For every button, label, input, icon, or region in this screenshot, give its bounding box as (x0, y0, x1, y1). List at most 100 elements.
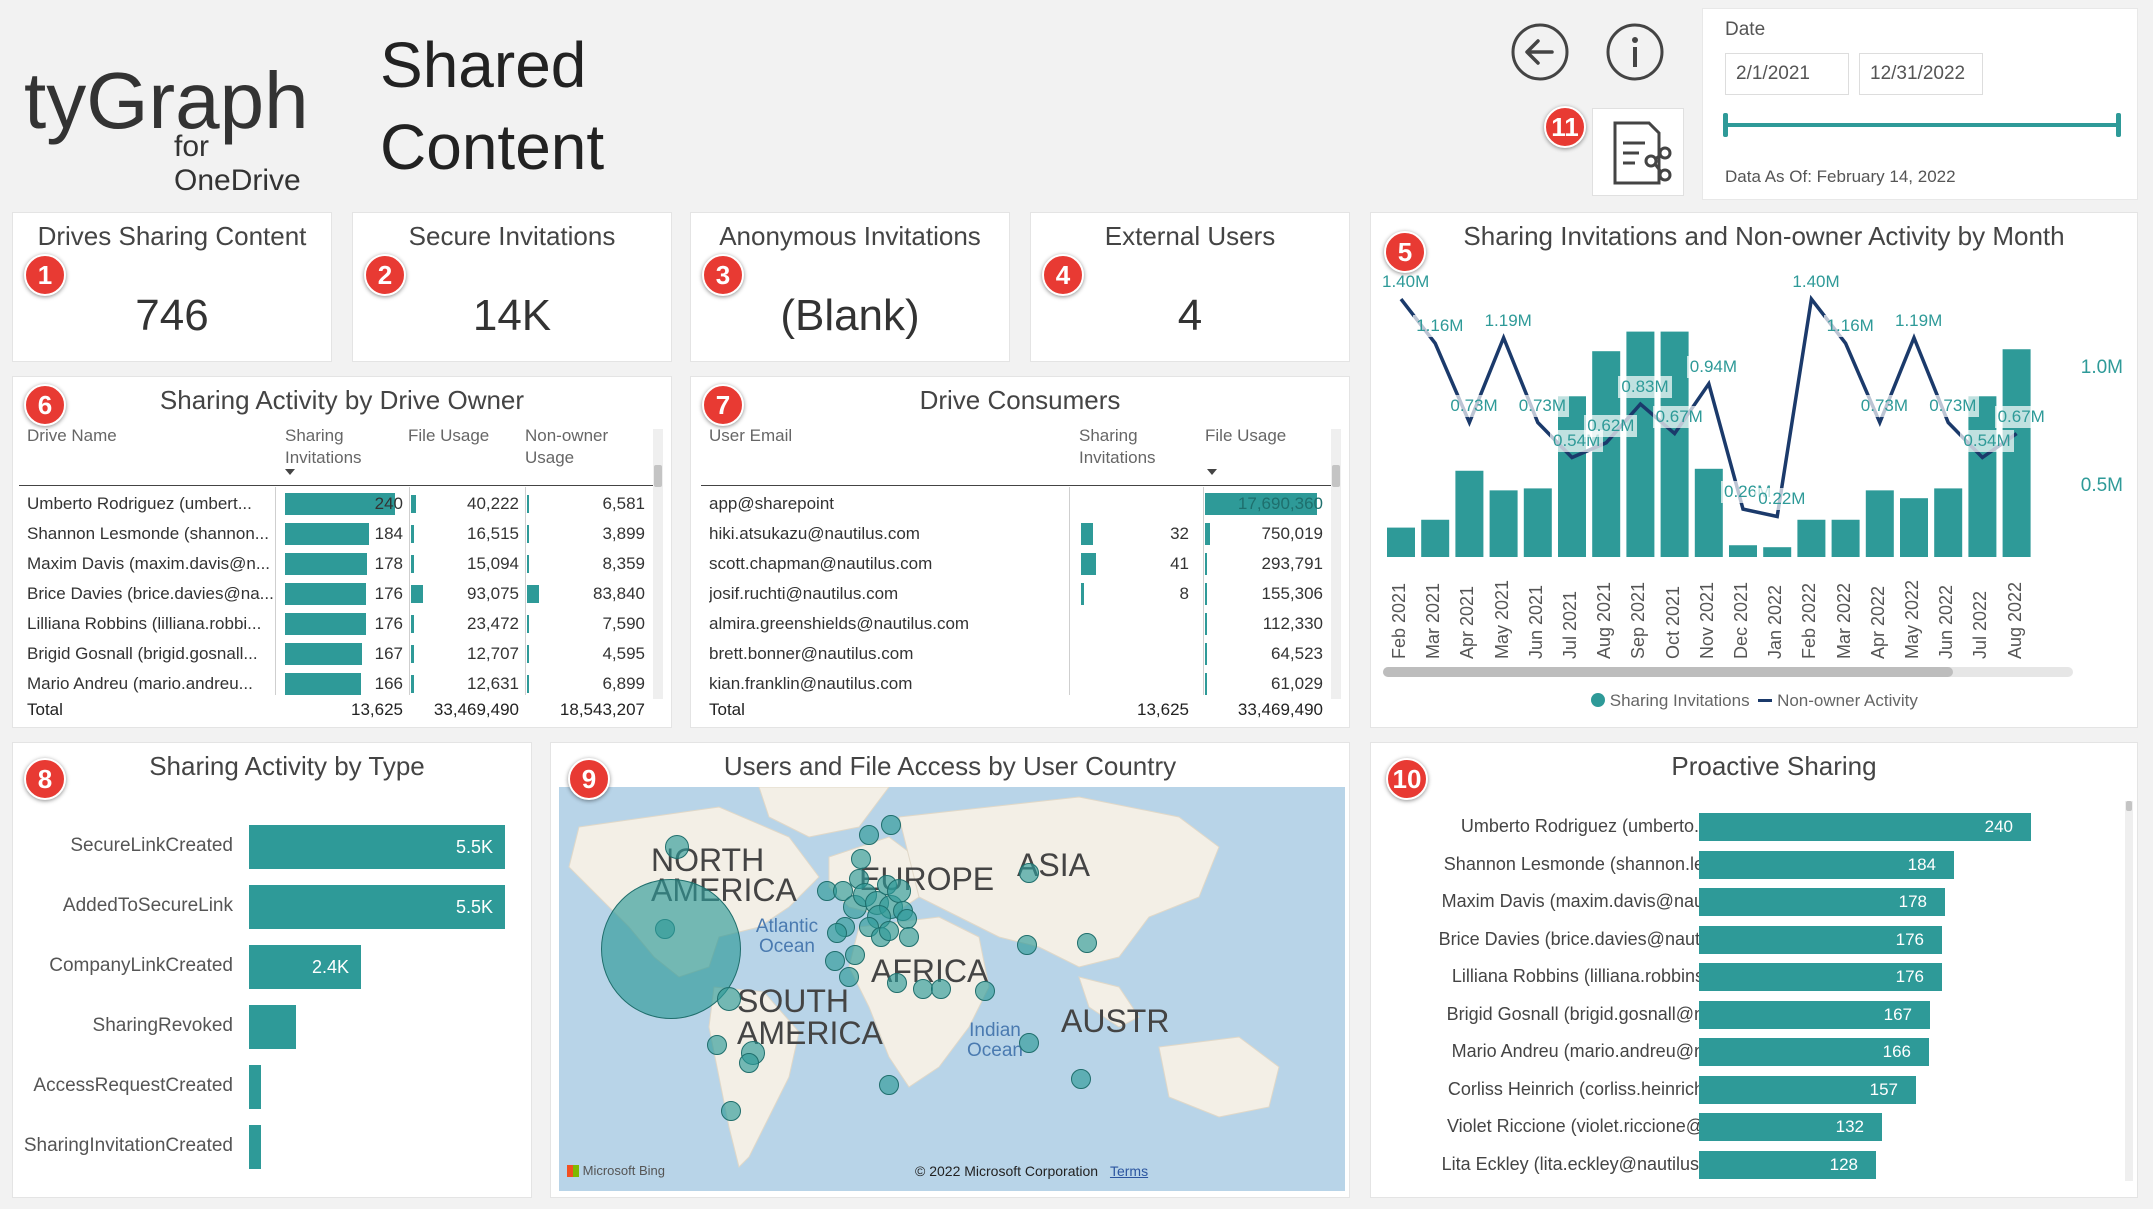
invitation-bar[interactable] (1900, 498, 1928, 557)
table-row-drive-name[interactable]: Maxim Davis (maxim.davis@n... (27, 554, 271, 573)
col-user-email[interactable]: User Email (709, 426, 793, 445)
invitation-bar[interactable] (1523, 488, 1552, 557)
invitation-bar[interactable] (1797, 519, 1826, 557)
invitation-bar[interactable] (1968, 396, 1997, 557)
line-data-label: 0.73M (1515, 394, 1570, 417)
country-bubble[interactable] (975, 981, 995, 1001)
date-end-input[interactable]: 12/31/2022 (1859, 53, 1983, 95)
type-bar[interactable] (249, 1005, 296, 1049)
country-bubble[interactable] (707, 1035, 727, 1055)
country-bubble[interactable] (887, 973, 907, 993)
country-bubble[interactable] (1019, 863, 1039, 883)
table-row-drive-name[interactable]: Umberto Rodriguez (umbert... (27, 494, 252, 513)
country-bubble[interactable] (1017, 935, 1037, 955)
col-drive-name[interactable]: Drive Name (27, 426, 117, 445)
type-bar[interactable] (249, 1125, 261, 1169)
table-row-drive-name[interactable]: Brigid Gosnall (brigid.gosnall... (27, 644, 258, 663)
chart-scrollbar[interactable] (1383, 667, 2073, 677)
table-row-user-email[interactable]: josif.ruchti@nautilus.com (709, 584, 899, 603)
country-bubble[interactable] (839, 967, 859, 987)
world-map[interactable]: NORTH AMERICA EUROPE ASIA AFRICA SOUTH A… (559, 787, 1345, 1191)
date-range-handle-end[interactable] (2116, 113, 2121, 137)
invitation-bar[interactable] (1729, 545, 1757, 557)
date-start-input[interactable]: 2/1/2021 (1725, 53, 1849, 95)
table-row-user-email[interactable]: hiki.atsukazu@nautilus.com (709, 524, 920, 543)
table-row-drive-name[interactable]: Brice Davies (brice.davies@na... (27, 584, 273, 603)
country-bubble[interactable] (851, 849, 871, 869)
table-row-user-email[interactable]: brett.bonner@nautilus.com (709, 644, 914, 663)
info-button[interactable] (1605, 22, 1665, 82)
invitation-bar[interactable] (1455, 470, 1484, 557)
table-row-user-email[interactable]: almira.greenshields@nautilus.com (709, 614, 970, 633)
proactive-bar[interactable]: 157 (1699, 1075, 1916, 1104)
col-file-usage[interactable]: File Usage (1205, 426, 1287, 445)
table-row-user-email[interactable]: scott.chapman@nautilus.com (709, 554, 933, 573)
type-bar[interactable]: 5.5K (249, 825, 505, 869)
invitation-bar[interactable] (1660, 331, 1689, 557)
country-bubble[interactable] (1071, 1069, 1091, 1089)
invitation-bar[interactable] (2002, 349, 2031, 557)
back-button[interactable] (1510, 22, 1570, 82)
non-owner-activity-line[interactable] (1399, 294, 2018, 519)
country-bubble[interactable] (665, 835, 689, 859)
country-bubble[interactable] (897, 909, 917, 929)
page-title-line-1: Shared (380, 29, 587, 101)
invitation-bar[interactable] (1387, 527, 1415, 557)
country-bubble[interactable] (931, 979, 951, 999)
country-bubble[interactable] (913, 979, 933, 999)
col-sharing-invitations[interactable]: Sharing Invitations (1079, 426, 1156, 467)
date-range-handle-start[interactable] (1723, 113, 1728, 137)
proactive-bar[interactable]: 167 (1699, 1000, 1930, 1029)
chart-scroll-thumb[interactable] (1383, 667, 1953, 677)
invitation-bar[interactable] (1831, 519, 1860, 557)
country-bubble[interactable] (825, 951, 845, 971)
invitation-bar[interactable] (1865, 490, 1894, 557)
country-bubble[interactable] (1077, 933, 1097, 953)
proactive-bar[interactable]: 176 (1699, 963, 1942, 991)
country-bubble[interactable] (717, 987, 741, 1011)
proactive-scrollbar[interactable] (2125, 801, 2133, 1181)
table-row-drive-name[interactable]: Lilliana Robbins (lilliana.robbi... (27, 614, 262, 633)
proactive-bar[interactable]: 128 (1699, 1150, 1876, 1179)
country-bubble[interactable] (881, 815, 901, 835)
invitation-bar[interactable] (1934, 488, 1963, 557)
table-row-drive-name[interactable]: Shannon Lesmonde (shannon... (27, 524, 269, 543)
col-sharing-invitations[interactable]: Sharing Invitations (285, 426, 362, 467)
country-bubble[interactable] (845, 945, 865, 965)
proactive-bar[interactable]: 240 (1699, 813, 2031, 841)
table-row-drive-name[interactable]: Mario Andreu (mario.andreu... (27, 674, 253, 693)
invitation-bar[interactable] (1626, 331, 1655, 557)
country-bubble[interactable] (899, 927, 919, 947)
country-bubble[interactable] (887, 879, 911, 903)
col-file-usage[interactable]: File Usage (408, 426, 490, 445)
country-bubble[interactable] (859, 825, 879, 845)
invitation-bar[interactable] (1694, 468, 1723, 557)
invitation-bar[interactable] (1592, 351, 1621, 557)
proactive-bar[interactable]: 166 (1699, 1038, 1929, 1066)
col-non-owner-usage[interactable]: Non-owner Usage (525, 426, 609, 467)
country-bubble[interactable] (879, 1075, 899, 1095)
date-range-track[interactable] (1725, 123, 2119, 127)
invitation-bar[interactable] (1421, 519, 1450, 557)
type-bar[interactable] (249, 1065, 261, 1109)
proactive-bar[interactable]: 132 (1699, 1113, 1882, 1141)
proactive-bar[interactable]: 184 (1699, 850, 1954, 879)
invitation-bar[interactable] (1489, 490, 1518, 557)
proactive-bar[interactable]: 178 (1699, 888, 1945, 916)
terms-link[interactable]: Terms (1109, 1163, 1149, 1179)
table-scrollbar[interactable] (1331, 429, 1341, 699)
country-bubble[interactable] (827, 923, 847, 943)
country-bubble[interactable] (721, 1101, 741, 1121)
table-row-user-email[interactable]: kian.franklin@nautilus.com (709, 674, 913, 693)
invitation-bar[interactable] (1763, 547, 1792, 557)
invitation-bar[interactable] (1558, 396, 1586, 557)
country-bubble[interactable] (739, 1053, 759, 1073)
type-bar[interactable]: 5.5K (249, 885, 505, 929)
type-bar[interactable]: 2.4K (249, 945, 361, 989)
table-scrollbar[interactable] (653, 429, 663, 699)
proactive-bar[interactable]: 176 (1699, 925, 1942, 954)
country-bubble[interactable] (879, 921, 899, 941)
table-row-user-email[interactable]: app@sharepoint (709, 494, 835, 513)
country-bubble[interactable] (1019, 1033, 1039, 1053)
report-share-button[interactable] (1592, 108, 1684, 196)
